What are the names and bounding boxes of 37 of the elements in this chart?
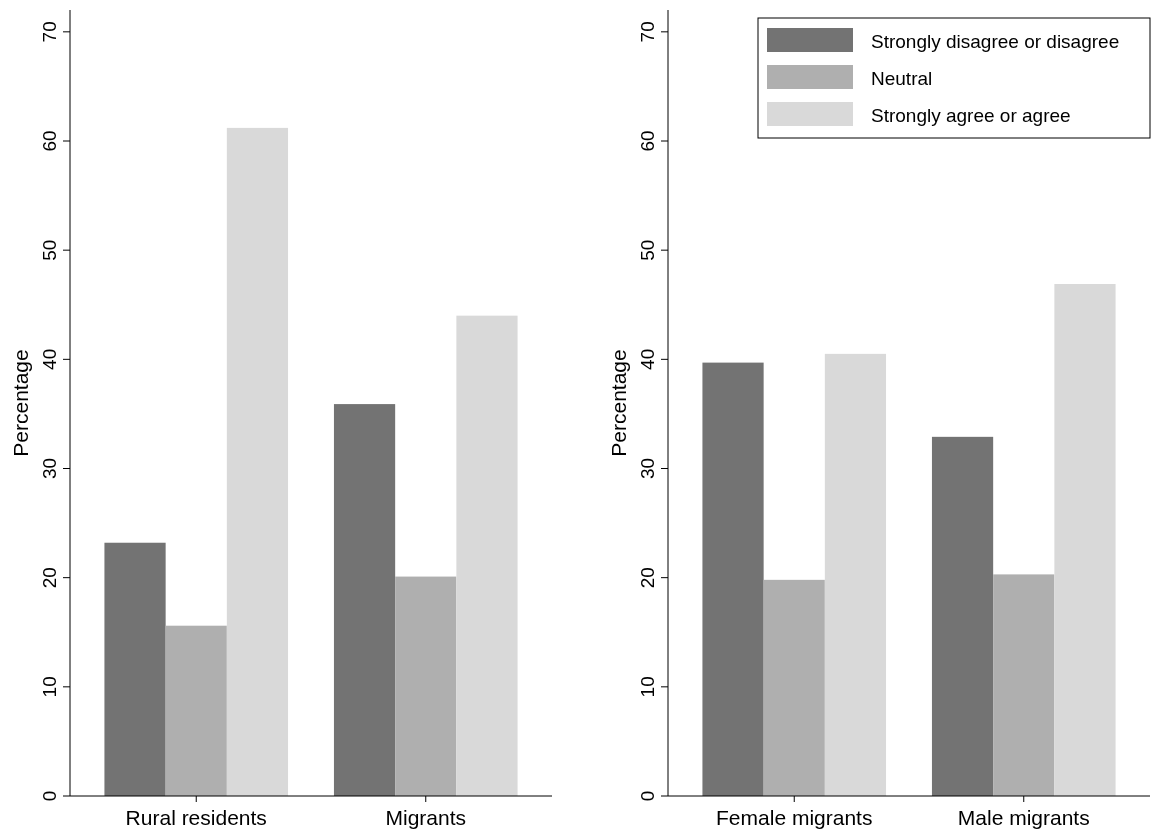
y-tick-label: 50 bbox=[637, 239, 658, 261]
bar bbox=[395, 576, 457, 796]
y-tick-label: 10 bbox=[637, 676, 658, 698]
y-tick-label: 60 bbox=[39, 130, 60, 152]
bar bbox=[333, 404, 396, 796]
y-tick-label: 40 bbox=[637, 348, 658, 370]
y-tick-label: 50 bbox=[39, 239, 60, 261]
bar bbox=[824, 353, 887, 796]
y-tick-label: 10 bbox=[39, 676, 60, 698]
legend-label: Neutral bbox=[871, 68, 933, 89]
y-tick-label: 70 bbox=[39, 21, 60, 43]
y-tick-label: 30 bbox=[637, 457, 658, 480]
bar bbox=[702, 362, 764, 796]
bar bbox=[456, 315, 518, 796]
y-tick-label: 20 bbox=[39, 567, 60, 589]
y-tick-label: 0 bbox=[637, 790, 658, 802]
y-tick-label: 60 bbox=[637, 130, 658, 152]
x-tick-label: Rural residents bbox=[125, 806, 267, 829]
bar bbox=[993, 574, 1055, 796]
y-tick-label: 0 bbox=[39, 790, 60, 802]
bar bbox=[931, 436, 994, 796]
x-tick-label: Female migrants bbox=[716, 806, 873, 829]
y-tick-label: 30 bbox=[39, 457, 60, 480]
bar bbox=[226, 127, 289, 796]
y-tick-label: 40 bbox=[39, 348, 60, 370]
bar bbox=[165, 625, 227, 796]
bar bbox=[763, 579, 825, 796]
y-tick-label: 20 bbox=[637, 567, 658, 589]
x-tick-label: Migrants bbox=[385, 806, 467, 829]
y-axis-title: Percentage bbox=[9, 349, 32, 457]
bar bbox=[104, 542, 166, 796]
legend-label: Strongly disagree or disagree bbox=[871, 31, 1120, 52]
bar bbox=[1054, 284, 1116, 796]
x-tick-label: Male migrants bbox=[957, 806, 1090, 829]
y-tick-label: 70 bbox=[637, 21, 658, 43]
y-axis-title: Percentage bbox=[607, 349, 630, 457]
legend-label: Strongly agree or agree bbox=[871, 105, 1071, 126]
